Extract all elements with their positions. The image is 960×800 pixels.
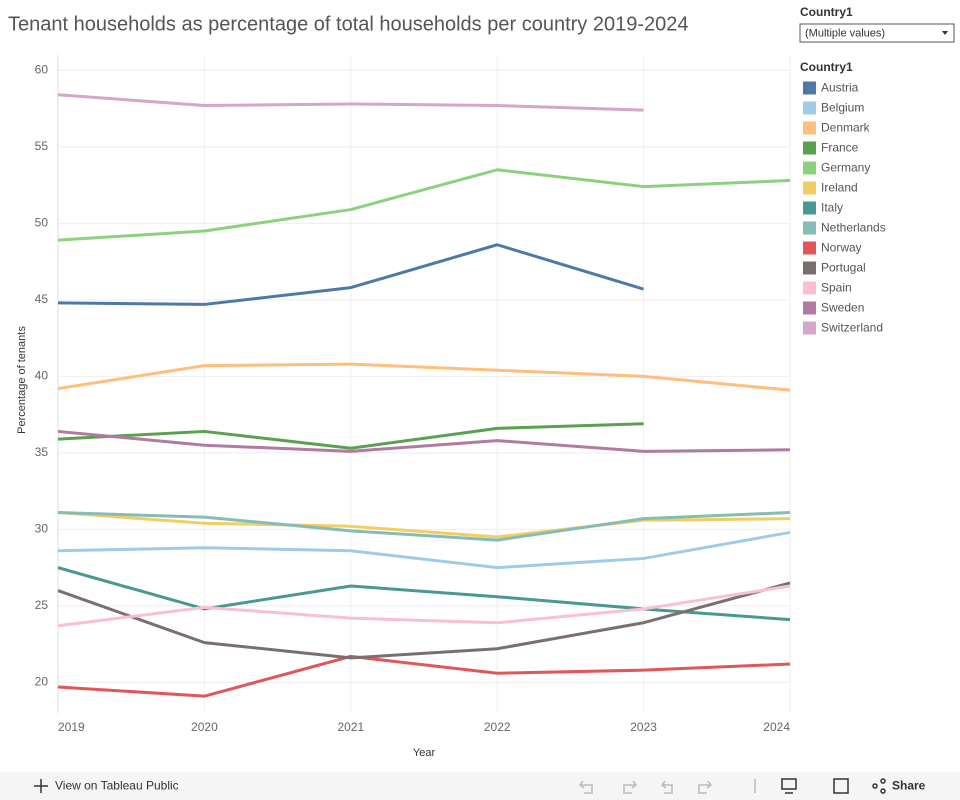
legend-label: Germany xyxy=(821,161,870,175)
legend-swatch xyxy=(803,321,816,335)
legend-label: Sweden xyxy=(821,301,864,315)
legend-label: Switzerland xyxy=(821,321,883,335)
line-series xyxy=(57,566,791,622)
legend-swatch xyxy=(803,281,816,295)
line-series xyxy=(57,168,791,242)
view-link[interactable]: View on Tableau Public xyxy=(55,779,179,793)
y-tick-label: 20 xyxy=(35,675,49,689)
chart-title: Tenant households as percentage of total… xyxy=(8,13,689,35)
legend-label: Portugal xyxy=(821,261,866,275)
line-series xyxy=(57,511,791,539)
legend-swatch xyxy=(803,181,816,195)
legend-label: Belgium xyxy=(821,101,864,115)
toolbar-actions[interactable] xyxy=(781,778,886,794)
line-series xyxy=(57,362,791,392)
share-button[interactable]: Share xyxy=(892,779,926,793)
legend-swatch xyxy=(803,121,816,135)
filter-label: Country1 xyxy=(800,5,853,19)
line-series xyxy=(57,243,645,306)
legend-swatch xyxy=(803,161,816,175)
legend-label: Norway xyxy=(821,241,862,255)
legend-label: Denmark xyxy=(821,121,871,135)
x-tick-label: 2024 xyxy=(763,720,790,734)
y-tick-label: 25 xyxy=(35,598,49,612)
legend-swatch xyxy=(803,201,816,215)
y-axis-label: Percentage of tenants xyxy=(16,326,28,434)
y-tick-label: 40 xyxy=(35,369,49,383)
legend-swatch xyxy=(803,301,816,315)
y-tick-label: 50 xyxy=(35,215,49,229)
x-tick-label: 2021 xyxy=(337,720,364,734)
legend-swatch xyxy=(803,101,816,115)
legend-label: Netherlands xyxy=(821,221,886,235)
legend-label: Austria xyxy=(821,81,859,95)
line-series xyxy=(57,581,791,660)
legend-swatch xyxy=(803,261,816,275)
x-tick-label: 2020 xyxy=(191,720,218,734)
x-axis-label: Year xyxy=(413,747,436,759)
legend-label: Italy xyxy=(821,201,843,215)
toolbar xyxy=(0,772,960,800)
legend-label: Spain xyxy=(821,281,852,295)
x-tick-label: 2019 xyxy=(58,720,85,734)
dropdown-arrow xyxy=(942,31,948,35)
y-tick-label: 55 xyxy=(35,139,49,153)
line-series xyxy=(57,429,791,453)
line-series xyxy=(57,511,791,542)
y-tick-label: 60 xyxy=(35,62,49,76)
x-tick-label: 2022 xyxy=(484,720,511,734)
legend-label: Ireland xyxy=(821,181,858,195)
toolbar-icons xyxy=(578,779,756,794)
filter-value: (Multiple values) xyxy=(805,27,885,39)
legend-swatch xyxy=(803,241,816,255)
y-tick-label: 35 xyxy=(35,445,49,459)
legend-label: France xyxy=(821,141,859,155)
line-series xyxy=(57,584,791,628)
line-series xyxy=(57,654,791,698)
legend-swatch xyxy=(803,81,816,95)
tableau-icon xyxy=(34,779,48,793)
line-series xyxy=(57,422,644,450)
legend-swatch xyxy=(803,141,816,155)
y-tick-label: 30 xyxy=(35,522,49,536)
legend-swatch xyxy=(803,221,816,235)
y-tick-label: 45 xyxy=(35,292,49,306)
legend-title: Country1 xyxy=(800,60,853,74)
x-tick-label: 2023 xyxy=(630,720,657,734)
line-series xyxy=(57,530,791,570)
line-series xyxy=(57,93,644,112)
filter-dropdown[interactable] xyxy=(799,23,955,43)
